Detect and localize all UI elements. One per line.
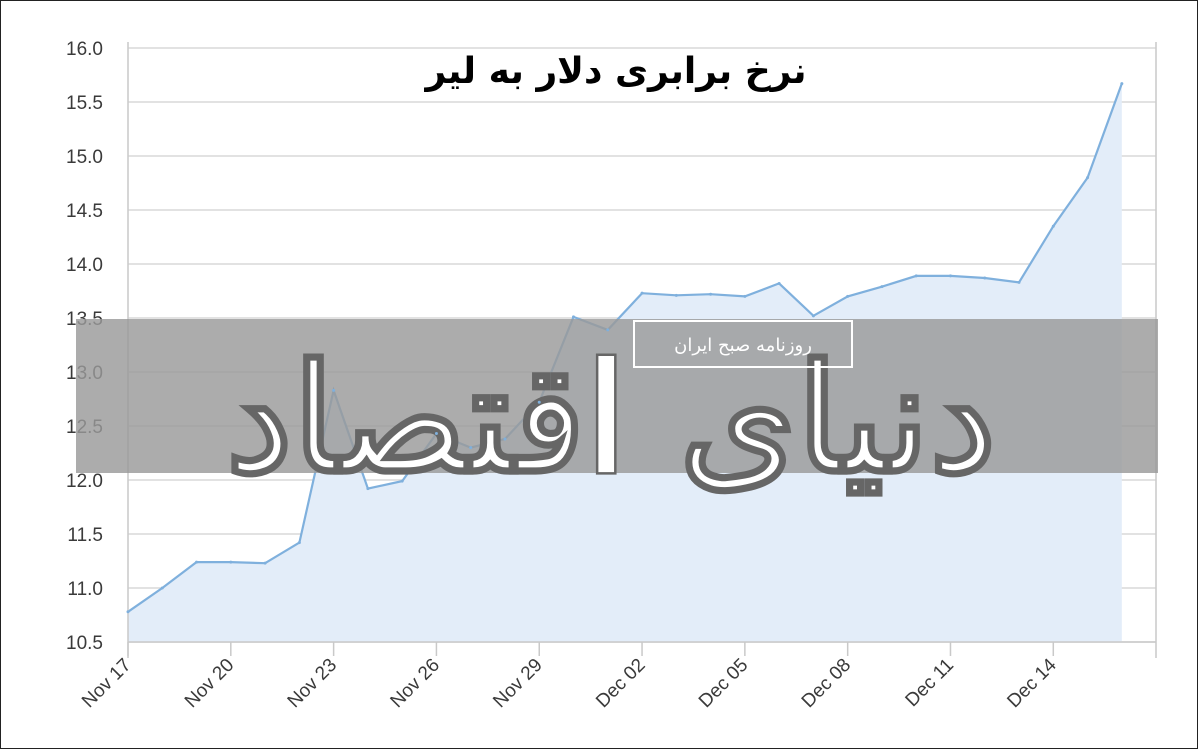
y-tick-labels: 10.511.011.512.012.513.013.514.014.515.0…	[66, 39, 103, 654]
data-point	[674, 293, 678, 297]
data-point	[537, 400, 541, 404]
y-tick-label: 15.5	[66, 93, 103, 114]
x-tick-label: Nov 23	[284, 655, 341, 712]
data-point	[1051, 224, 1055, 228]
y-tick-label: 16.0	[66, 39, 103, 60]
data-point	[229, 560, 233, 564]
series-line	[127, 83, 1123, 613]
y-tick-label: 14.5	[66, 201, 103, 222]
x-tick-label: Nov 17	[78, 655, 135, 712]
y-tick-label: 11.5	[67, 525, 103, 546]
data-point	[572, 315, 576, 319]
y-tick-label: 12.0	[66, 471, 103, 492]
y-tick-label: 11.0	[67, 579, 103, 600]
data-point	[914, 274, 918, 278]
data-point	[606, 328, 610, 332]
data-point	[195, 560, 199, 564]
y-tick-label: 14.0	[66, 255, 103, 276]
x-tick-label: Dec 08	[798, 655, 855, 712]
x-tick-label: Dec 14	[1003, 654, 1061, 712]
watermark: دنیای اقتصاد روزنامه صبح ایران	[76, 319, 1158, 508]
data-point	[983, 276, 987, 280]
y-tick-label: 15.0	[66, 147, 103, 168]
x-tick-label: Nov 26	[387, 655, 444, 712]
data-point	[1017, 280, 1021, 284]
watermark-band	[76, 319, 1158, 473]
x-tick-label: Nov 20	[181, 655, 238, 712]
watermark-subtext-box	[633, 320, 853, 368]
data-point	[811, 314, 815, 318]
x-tick-label: Dec 11	[902, 655, 958, 711]
data-point	[263, 561, 267, 565]
data-point	[297, 541, 301, 545]
data-point	[503, 437, 507, 441]
data-point	[1086, 176, 1090, 180]
watermark-logo-text: دنیای اقتصاد	[226, 331, 996, 507]
data-point	[366, 487, 370, 491]
y-tick-label: 10.5	[66, 633, 103, 654]
data-point	[160, 586, 164, 590]
x-tick-label: Nov 29	[489, 655, 546, 712]
data-point	[880, 285, 884, 289]
data-point	[434, 432, 438, 436]
x-tick-labels: Nov 17 Nov 20 Nov 23 Nov 26 Nov 29 Dec 02 Dec …	[78, 654, 1061, 712]
chart-title: نرخ برابری دلار به لیر	[423, 51, 806, 92]
data-point	[743, 294, 747, 298]
data-point	[332, 388, 336, 392]
x-tick-label: Dec 05	[695, 655, 752, 712]
x-tick-label: Dec 02	[592, 655, 649, 712]
data-point	[948, 274, 952, 278]
data-point	[1120, 82, 1124, 86]
data-point	[640, 291, 644, 295]
data-points	[126, 82, 1124, 614]
data-point	[846, 294, 850, 298]
watermark-subtext: روزنامه صبح ایران	[674, 335, 812, 356]
data-point	[126, 610, 130, 614]
data-point	[469, 446, 473, 450]
data-point	[400, 479, 404, 483]
data-point	[777, 281, 781, 285]
data-point	[709, 292, 713, 296]
